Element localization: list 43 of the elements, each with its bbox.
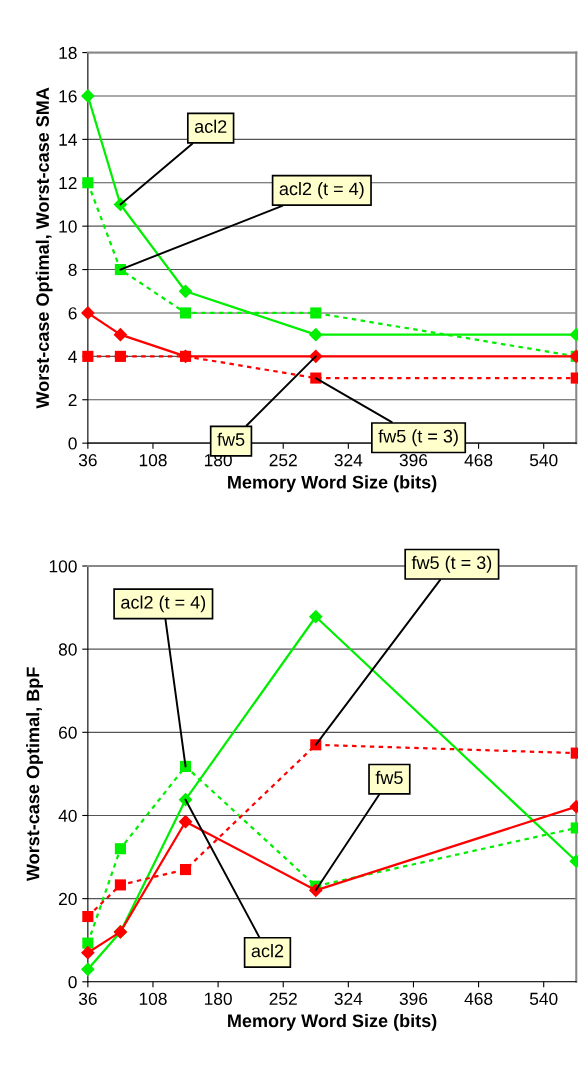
x-tick-label: 36 [78, 992, 97, 1005]
y-tick-label: 6 [68, 307, 77, 320]
y-tick-label: 0 [68, 437, 77, 450]
x-tick-label: 540 [529, 992, 558, 1005]
x-tick-label: 252 [269, 992, 297, 1005]
x-tick-label: 252 [269, 454, 297, 467]
x-tick-label: 324 [334, 454, 363, 467]
x-tick-label: 396 [399, 454, 428, 467]
x-tick-label: 108 [139, 992, 167, 1005]
x-tick-label: 36 [78, 454, 97, 467]
x-tick-label: 468 [464, 454, 493, 467]
y-tick-label: 4 [68, 350, 77, 363]
annotation: fw5 [217, 432, 245, 446]
y-tick-label: 8 [68, 263, 77, 277]
annotation: fw5 (t = 3) [411, 555, 492, 573]
y-tick-label: 12 [59, 176, 77, 190]
annotation: acl2 [251, 944, 284, 958]
y-tick-label: 100 [49, 560, 77, 573]
y-tick-label: 0 [68, 975, 77, 989]
x-tick-label: 540 [529, 454, 558, 467]
y-tick-label: 20 [59, 892, 77, 906]
y-tick-label: 10 [59, 220, 77, 233]
x-tick-label: 180 [204, 992, 232, 1005]
annotation: fw5 (t = 3) [378, 429, 458, 447]
y-tick-label: 18 [59, 46, 77, 60]
x-axis-title: Memory Word Size (bits) [228, 1013, 437, 1031]
x-tick-label: 396 [399, 992, 428, 1005]
y-axis-title: Worst-case Optimal, Worst-case SMA [35, 87, 53, 409]
y-tick-label: 14 [59, 133, 77, 146]
y-tick-label: 2 [68, 393, 77, 407]
y-axis-title: Worst-case Optimal, BpF [26, 667, 43, 882]
y-tick-label: 40 [58, 809, 77, 822]
y-tick-label: 16 [59, 90, 77, 103]
y-tick-label: 60 [59, 726, 77, 739]
annotation: acl2 [194, 119, 227, 133]
y-tick-label: 80 [58, 643, 77, 656]
annotation: acl2 (t = 4) [279, 181, 364, 199]
x-axis-title: Memory Word Size (bits) [228, 475, 437, 493]
annotation: fw5 [375, 770, 403, 785]
x-tick-label: 108 [139, 454, 167, 467]
x-tick-label: 324 [334, 992, 363, 1005]
annotation: acl2 (t = 4) [121, 595, 206, 613]
x-tick-label: 468 [464, 992, 493, 1005]
